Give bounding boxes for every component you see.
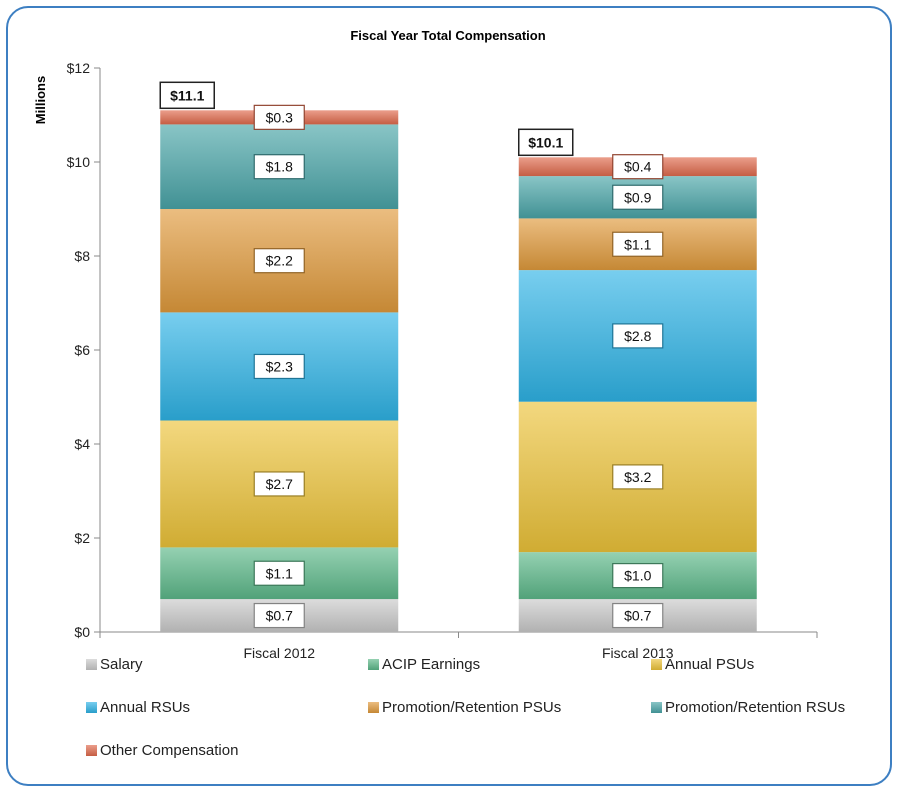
data-label: $1.1 xyxy=(624,236,651,252)
y-tick-label: $12 xyxy=(67,60,91,76)
data-label-box xyxy=(612,602,664,629)
y-tick-label: $4 xyxy=(74,436,90,452)
data-label-box xyxy=(612,323,664,349)
data-label: $0.3 xyxy=(266,109,293,125)
data-label: $2.3 xyxy=(266,358,293,374)
data-label: $0.4 xyxy=(624,159,651,175)
x-tick-label: Fiscal 2012 xyxy=(243,645,315,661)
data-label-box xyxy=(612,184,664,210)
y-tick-label: $8 xyxy=(74,248,90,264)
total-label: $11.1 xyxy=(170,87,204,103)
data-label: $2.7 xyxy=(266,476,293,492)
data-label-box xyxy=(253,353,305,380)
data-label-box xyxy=(612,464,664,490)
y-tick-label: $0 xyxy=(74,624,90,640)
legend-swatch-annual-rsus xyxy=(86,702,97,713)
data-label: $0.9 xyxy=(624,189,651,205)
legend-label-acip-earnings: ACIP Earnings xyxy=(382,656,480,673)
data-label: $0.7 xyxy=(624,608,651,624)
data-label-box xyxy=(253,471,305,497)
legend-swatch-salary xyxy=(86,659,97,670)
legend: Salary ACIP Earnings Annual PSUs Annual RSU… xyxy=(86,656,845,759)
y-tick-label: $10 xyxy=(67,154,91,170)
data-label: $1.1 xyxy=(266,565,293,581)
data-labels: $0.7 $1.1 $2.7 $2.3 $2.2 $1.8 $0.3 $11.1 $0.7 $1.… xyxy=(159,81,664,629)
legend-label-promotion-retention-psus: Promotion/Retention PSUs xyxy=(382,699,561,716)
data-label: $0.7 xyxy=(266,608,293,624)
data-label-box xyxy=(612,154,664,180)
y-tick-label: $6 xyxy=(74,342,90,358)
data-label-box xyxy=(253,602,305,629)
chart-title: Fiscal Year Total Compensation xyxy=(350,28,545,43)
data-label-box xyxy=(253,248,305,274)
legend-label-annual-psus: Annual PSUs xyxy=(665,656,754,673)
y-tick-label: $2 xyxy=(74,530,90,546)
data-label: $2.8 xyxy=(624,328,651,344)
legend-swatch-annual-psus xyxy=(651,659,662,670)
data-label-box xyxy=(253,560,305,586)
data-label: $3.2 xyxy=(624,469,651,485)
data-label-box xyxy=(253,104,305,130)
data-label: $2.2 xyxy=(266,253,293,269)
legend-swatch-other-compensation xyxy=(86,745,97,756)
x-tick-label: Fiscal 2013 xyxy=(602,645,674,661)
y-axis-label: Millions xyxy=(33,76,48,124)
legend-label-annual-rsus: Annual RSUs xyxy=(100,699,190,716)
data-label-box xyxy=(612,562,664,589)
total-label: $10.1 xyxy=(528,134,563,150)
bars xyxy=(160,110,757,632)
legend-label-promotion-retention-rsus: Promotion/Retention RSUs xyxy=(665,699,845,716)
total-label-box xyxy=(159,81,215,110)
legend-label-other-compensation: Other Compensation xyxy=(100,742,238,759)
data-label-box xyxy=(253,154,305,180)
legend-swatch-acip-earnings xyxy=(368,659,379,670)
legend-swatch-promotion-retention-psus xyxy=(368,702,379,713)
data-label: $1.8 xyxy=(266,159,293,175)
data-label-box xyxy=(612,231,664,257)
legend-label-salary: Salary xyxy=(100,656,143,673)
legend-swatch-promotion-retention-rsus xyxy=(651,702,662,713)
total-label-box xyxy=(518,128,574,157)
data-label: $1.0 xyxy=(624,568,651,584)
